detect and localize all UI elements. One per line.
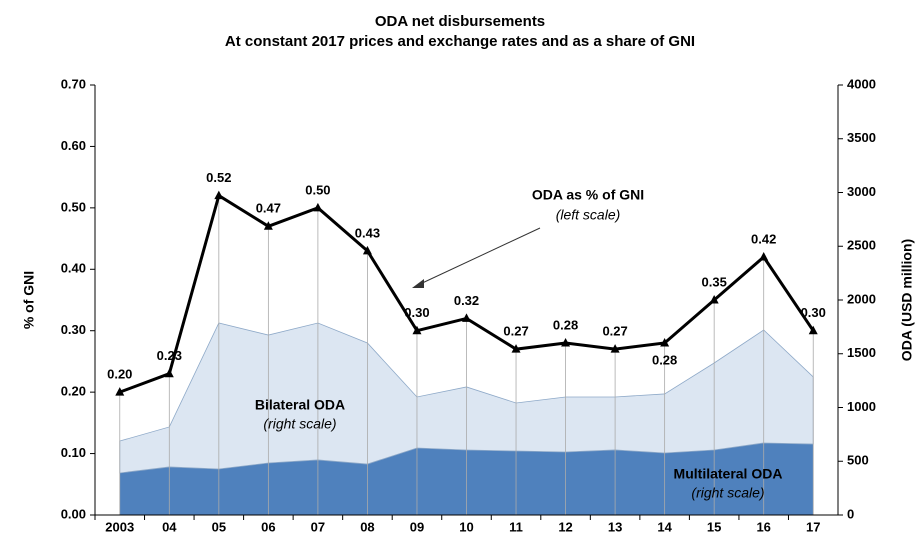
multilateral-label: Multilateral ODA xyxy=(674,466,783,482)
marker xyxy=(313,202,323,212)
y2-tick-label: 1000 xyxy=(847,399,876,414)
y-tick-label: 0.00 xyxy=(61,506,86,521)
marker xyxy=(610,344,620,353)
marker xyxy=(164,368,174,378)
value-label: 0.23 xyxy=(157,348,182,363)
gni-note: (left scale) xyxy=(556,207,621,223)
value-label: 0.52 xyxy=(206,170,231,185)
y-axis-label: % of GNI xyxy=(21,271,37,329)
marker xyxy=(808,325,818,335)
chart-subtitle: At constant 2017 prices and exchange rat… xyxy=(225,33,695,50)
gni-label: ODA as % of GNI xyxy=(532,187,644,203)
multilateral-note: (right scale) xyxy=(691,485,764,501)
value-label: 0.50 xyxy=(305,182,330,197)
bilateral-label: Bilateral ODA xyxy=(255,397,345,413)
y-tick-label: 0.60 xyxy=(61,138,86,153)
marker xyxy=(263,221,273,230)
value-label: 0.30 xyxy=(404,305,429,320)
chart-title: ODA net disbursements xyxy=(375,13,545,30)
value-label: 0.20 xyxy=(107,367,132,382)
y-tick-label: 0.20 xyxy=(61,384,86,399)
x-tick-label: 05 xyxy=(212,519,226,534)
y2-axis-label: ODA (USD million) xyxy=(899,239,915,361)
x-tick-label: 15 xyxy=(707,519,721,534)
marker xyxy=(759,252,769,261)
arrow-head xyxy=(412,279,424,288)
x-tick-label: 13 xyxy=(608,519,622,534)
value-label: 0.32 xyxy=(454,293,479,308)
y2-tick-label: 3500 xyxy=(847,130,876,145)
marker xyxy=(660,338,670,347)
marker xyxy=(362,245,372,255)
x-tick-label: 12 xyxy=(558,519,572,534)
marker xyxy=(412,325,422,335)
y-tick-label: 0.40 xyxy=(61,261,86,276)
x-tick-label: 09 xyxy=(410,519,424,534)
x-tick-label: 16 xyxy=(756,519,770,534)
y2-tick-label: 2500 xyxy=(847,238,876,253)
y-tick-label: 0.10 xyxy=(61,445,86,460)
x-tick-label: 06 xyxy=(261,519,275,534)
x-tick-label: 07 xyxy=(311,519,325,534)
value-label: 0.27 xyxy=(503,324,528,339)
bilateral-note: (right scale) xyxy=(263,416,336,432)
y2-tick-label: 0 xyxy=(847,506,854,521)
marker xyxy=(462,313,471,322)
value-label: 0.27 xyxy=(602,324,627,339)
value-label: 0.43 xyxy=(355,225,380,240)
x-tick-label: 14 xyxy=(657,519,672,534)
x-tick-label: 2003 xyxy=(105,519,134,534)
value-label: 0.30 xyxy=(801,305,826,320)
value-label: 0.28 xyxy=(652,352,677,367)
y-tick-label: 0.30 xyxy=(61,322,86,337)
marker xyxy=(115,387,125,396)
y2-tick-label: 1500 xyxy=(847,345,876,360)
x-tick-label: 11 xyxy=(509,519,523,534)
x-tick-label: 10 xyxy=(459,519,473,534)
y2-tick-label: 4000 xyxy=(847,76,876,91)
marker xyxy=(214,190,224,200)
value-label: 0.42 xyxy=(751,231,776,246)
y-tick-label: 0.50 xyxy=(61,199,86,214)
marker xyxy=(511,344,521,353)
marker xyxy=(709,295,719,304)
value-label: 0.47 xyxy=(256,201,281,216)
y2-tick-label: 2000 xyxy=(847,291,876,306)
y-tick-label: 0.70 xyxy=(61,76,86,91)
annotation-arrow xyxy=(417,227,541,286)
value-label: 0.28 xyxy=(553,317,578,332)
value-label: 0.35 xyxy=(702,274,727,289)
x-tick-label: 04 xyxy=(162,519,177,534)
y2-tick-label: 500 xyxy=(847,453,869,468)
x-tick-label: 17 xyxy=(806,519,820,534)
marker xyxy=(561,338,571,347)
y2-tick-label: 3000 xyxy=(847,184,876,199)
x-tick-label: 08 xyxy=(360,519,374,534)
